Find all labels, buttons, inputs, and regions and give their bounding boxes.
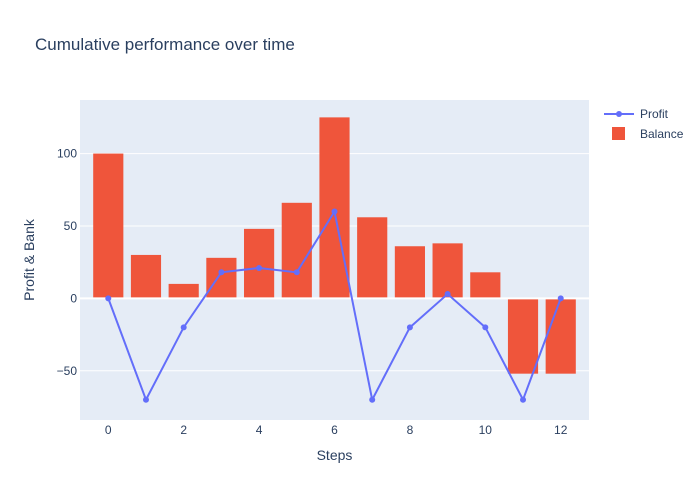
profit-point (105, 295, 112, 302)
balance-bar (206, 257, 237, 299)
legend-balance-label: Balance (640, 127, 684, 141)
y-tick-label: 50 (64, 219, 78, 233)
x-tick-label: 6 (331, 423, 338, 437)
profit-point (520, 396, 527, 403)
balance-bar (93, 153, 124, 299)
x-tick-label: 2 (180, 423, 187, 437)
x-tick-label: 10 (479, 423, 493, 437)
tick-labels: −50 0 50 100 0 2 4 6 8 10 12 (57, 147, 568, 437)
y-tick-label: −50 (57, 364, 78, 378)
balance-bar (168, 283, 199, 299)
legend-profit-marker (616, 111, 622, 117)
profit-point (444, 291, 451, 298)
profit-point (256, 264, 263, 271)
profit-point (331, 208, 338, 215)
profit-point (180, 324, 187, 331)
profit-point (293, 269, 300, 276)
balance-bar (507, 298, 539, 374)
legend: Profit Balance (604, 107, 684, 141)
balance-bar (394, 246, 425, 299)
profit-point (557, 295, 564, 302)
profit-point (482, 324, 489, 331)
balance-bar (281, 202, 312, 299)
x-tick-label: 0 (105, 423, 112, 437)
balance-bar (432, 243, 463, 299)
balance-bars (93, 117, 576, 374)
y-axis-title: Profit & Bank (21, 218, 37, 301)
profit-point (369, 396, 376, 403)
x-tick-label: 8 (407, 423, 414, 437)
y-tick-label: 0 (70, 291, 77, 305)
y-tick-label: 100 (57, 147, 77, 161)
profit-point (142, 396, 149, 403)
profit-line (105, 208, 564, 403)
x-tick-label: 4 (256, 423, 263, 437)
profit-point (406, 324, 413, 331)
chart-title: Cumulative performance over time (35, 35, 295, 54)
legend-item-profit[interactable]: Profit (604, 107, 669, 121)
balance-bar (244, 228, 275, 299)
x-axis-title: Steps (317, 447, 353, 463)
balance-bar (545, 298, 576, 374)
profit-point (218, 269, 225, 276)
legend-balance-swatch (612, 127, 625, 140)
legend-profit-label: Profit (640, 107, 669, 121)
balance-bar (130, 254, 162, 299)
x-tick-label: 12 (554, 423, 568, 437)
balance-bar (470, 272, 501, 299)
balance-bar (357, 217, 388, 299)
balance-bar (319, 117, 350, 299)
legend-item-balance[interactable]: Balance (612, 127, 684, 141)
